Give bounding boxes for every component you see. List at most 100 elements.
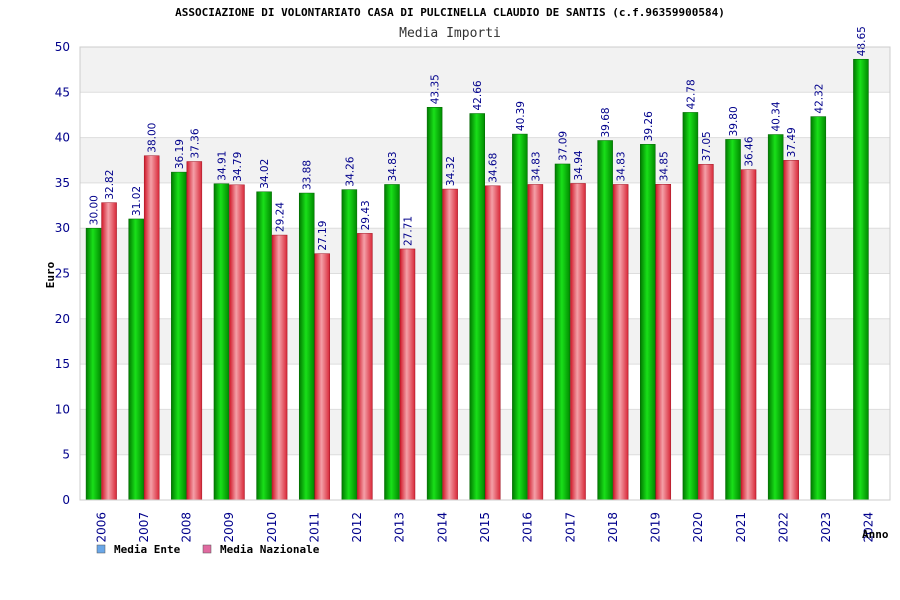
bar-media-ente-2013 xyxy=(384,184,400,501)
x-tick-label: 2015 xyxy=(478,512,492,543)
value-label: 39.68 xyxy=(600,107,612,137)
bar-media-ente-2021 xyxy=(725,139,741,501)
bar-media-nazionale-2016 xyxy=(527,184,544,501)
x-tick-label: 2019 xyxy=(649,512,663,543)
value-label: 43.35 xyxy=(430,74,442,104)
x-tick-label: 2024 xyxy=(862,512,876,543)
bar-media-ente-2016 xyxy=(512,133,528,501)
value-label: 34.26 xyxy=(344,156,356,186)
y-tick-label: 10 xyxy=(55,402,70,416)
value-label: 48.65 xyxy=(856,26,868,56)
bar-media-nazionale-2006 xyxy=(101,202,117,501)
y-tick-label: 5 xyxy=(62,448,70,462)
bar-media-nazionale-2014 xyxy=(442,188,458,501)
value-label: 34.91 xyxy=(216,151,228,181)
value-label: 32.82 xyxy=(104,170,116,200)
legend: Media Ente Media Nazionale xyxy=(96,543,320,556)
value-label: 34.32 xyxy=(445,156,457,186)
bar-media-ente-2015 xyxy=(469,113,485,501)
value-label: 36.46 xyxy=(744,136,756,166)
bar-media-ente-2017 xyxy=(554,163,571,501)
value-label: 37.36 xyxy=(189,128,201,158)
legend-label-media-nazionale: Media Nazionale xyxy=(220,543,320,556)
bar-media-nazionale-2009 xyxy=(229,184,245,501)
x-axis-ticks: 2006 2007 2008 2009 2010 2011 2012 2013 2014 2015… xyxy=(94,512,875,543)
x-tick-label: 2023 xyxy=(819,512,833,543)
value-label: 31.02 xyxy=(131,186,143,216)
y-tick-label: 20 xyxy=(55,312,70,326)
value-label: 40.34 xyxy=(771,101,783,131)
y-tick-label: 35 xyxy=(55,176,70,190)
bar-media-nazionale-2021 xyxy=(740,169,757,501)
grid-band xyxy=(80,47,890,93)
bars xyxy=(85,58,869,501)
value-label: 34.79 xyxy=(232,152,244,182)
legend-swatch-media-nazionale xyxy=(202,544,212,554)
value-label: 29.43 xyxy=(360,200,372,230)
bar-media-ente-2011 xyxy=(298,192,315,501)
x-tick-label: 2017 xyxy=(563,512,577,543)
bar-media-ente-2022 xyxy=(767,134,784,501)
value-label: 37.05 xyxy=(701,131,713,161)
x-axis-label: Anno xyxy=(862,528,889,541)
x-tick-label: 2011 xyxy=(307,512,321,543)
bar-media-ente-2009 xyxy=(213,183,230,501)
x-tick-label: 2018 xyxy=(606,512,620,543)
y-tick-label: 45 xyxy=(55,85,70,99)
x-tick-label: 2007 xyxy=(137,512,151,543)
x-tick-label: 2008 xyxy=(180,512,194,543)
bar-media-ente-2020 xyxy=(682,112,699,501)
chart-title: ASSOCIAZIONE DI VOLONTARIATO CASA DI PUL… xyxy=(175,6,725,19)
bar-media-ente-2014 xyxy=(426,106,443,501)
y-tick-label: 25 xyxy=(55,267,70,281)
value-label: 37.49 xyxy=(786,127,798,157)
bar-media-nazionale-2020 xyxy=(698,164,714,501)
bar-media-ente-2008 xyxy=(171,171,187,501)
x-tick-label: 2020 xyxy=(691,512,705,543)
x-tick-label: 2014 xyxy=(435,512,449,543)
x-tick-label: 2016 xyxy=(521,512,535,543)
y-axis-ticks: 0 5 10 15 20 25 30 35 40 45 50 xyxy=(55,40,70,507)
value-label: 42.32 xyxy=(813,84,825,114)
value-label: 34.83 xyxy=(616,151,628,181)
value-label: 40.39 xyxy=(515,101,527,131)
x-tick-label: 2010 xyxy=(265,512,279,543)
bar-media-nazionale-2019 xyxy=(655,184,672,501)
bar-media-ente-2012 xyxy=(341,189,358,501)
value-label: 34.83 xyxy=(387,151,399,181)
value-label: 42.66 xyxy=(472,80,484,110)
x-tick-label: 2022 xyxy=(776,512,790,543)
value-label: 42.78 xyxy=(685,79,697,109)
y-tick-label: 15 xyxy=(55,357,70,371)
bar-media-ente-2024 xyxy=(853,58,869,501)
value-label: 37.09 xyxy=(558,131,570,161)
y-tick-label: 50 xyxy=(55,40,70,54)
bar-media-ente-2019 xyxy=(640,144,656,501)
bar-media-nazionale-2011 xyxy=(314,253,330,501)
y-tick-label: 30 xyxy=(55,221,70,235)
value-label: 27.71 xyxy=(402,216,414,246)
value-label: 38.00 xyxy=(147,123,159,153)
bar-media-ente-2007 xyxy=(128,218,144,501)
value-label: 34.02 xyxy=(259,159,271,189)
bar-media-nazionale-2010 xyxy=(271,234,288,501)
x-tick-label: 2012 xyxy=(350,512,364,543)
bar-media-nazionale-2022 xyxy=(783,160,799,501)
value-label: 34.83 xyxy=(530,151,542,181)
value-label: 30.00 xyxy=(89,195,101,225)
x-tick-label: 2013 xyxy=(393,512,407,543)
y-tick-label: 40 xyxy=(55,131,70,145)
y-axis-label: Euro xyxy=(44,261,57,288)
chart-subtitle: Media Importi xyxy=(399,26,501,41)
value-label: 34.68 xyxy=(488,153,500,183)
value-label: 34.85 xyxy=(658,151,670,181)
bar-media-ente-2018 xyxy=(597,140,613,501)
bar-media-nazionale-2018 xyxy=(612,184,629,501)
x-tick-label: 2021 xyxy=(734,512,748,543)
bar-media-ente-2023 xyxy=(810,116,827,501)
bar-media-nazionale-2013 xyxy=(399,248,416,501)
value-label: 39.80 xyxy=(728,106,740,136)
value-label: 34.94 xyxy=(573,150,585,180)
